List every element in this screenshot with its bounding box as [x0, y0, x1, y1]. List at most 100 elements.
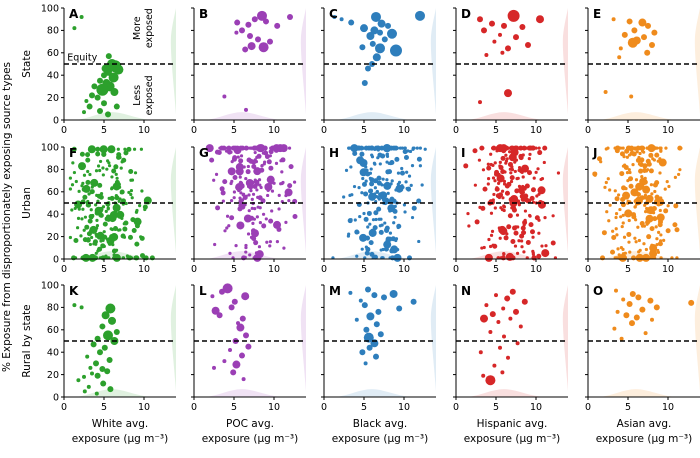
data-point	[363, 326, 370, 333]
data-point	[474, 219, 480, 225]
x-tick-label: 10	[398, 264, 410, 275]
data-point	[638, 168, 644, 174]
data-point	[371, 218, 376, 222]
data-point	[255, 215, 259, 219]
data-point	[68, 187, 72, 191]
panel-O: 0 5 10 O	[585, 284, 700, 413]
data-point	[370, 26, 379, 35]
data-point	[232, 190, 237, 194]
data-point	[221, 199, 225, 203]
data-point	[78, 162, 87, 171]
data-point	[374, 217, 378, 222]
data-point	[255, 155, 259, 159]
data-point	[637, 238, 641, 243]
data-point	[619, 215, 623, 219]
data-point	[603, 90, 608, 94]
data-point	[86, 199, 90, 204]
data-point	[103, 330, 113, 341]
data-point	[532, 176, 536, 180]
data-point	[522, 219, 528, 225]
data-point	[387, 204, 396, 213]
data-point	[89, 208, 93, 212]
data-point	[482, 245, 486, 250]
data-point	[643, 331, 648, 336]
data-point	[521, 230, 527, 236]
data-point	[518, 324, 523, 329]
data-point	[617, 55, 622, 60]
data-point	[391, 146, 395, 150]
data-point	[658, 171, 662, 175]
x-axis-title: White avg.	[92, 418, 149, 430]
data-point	[243, 332, 249, 339]
x-tick-label: 10	[398, 402, 410, 413]
data-point	[415, 10, 425, 21]
data-point	[82, 173, 87, 177]
data-point	[246, 232, 251, 236]
y-tick-label: 80	[47, 26, 59, 37]
data-point	[415, 146, 419, 150]
data-point	[210, 294, 215, 299]
data-point	[258, 145, 264, 151]
data-point	[220, 190, 226, 196]
data-point	[478, 350, 483, 355]
data-point	[618, 207, 622, 212]
data-point	[536, 167, 540, 171]
data-point	[113, 164, 119, 170]
data-point	[209, 157, 215, 163]
data-point	[133, 171, 138, 175]
data-point	[247, 42, 256, 51]
data-point	[237, 188, 241, 193]
data-point	[247, 33, 253, 39]
data-point	[502, 179, 507, 183]
y-density	[300, 8, 306, 115]
data-point	[608, 188, 612, 192]
data-point	[68, 235, 72, 240]
y-density	[430, 285, 436, 392]
data-point	[635, 191, 641, 197]
data-point	[625, 171, 630, 175]
data-point	[238, 181, 242, 186]
data-point	[651, 211, 656, 215]
data-point	[86, 202, 92, 208]
data-point	[79, 151, 85, 157]
data-point	[114, 248, 119, 252]
data-point	[119, 189, 125, 195]
panel-letter: N	[461, 284, 471, 298]
data-point	[255, 36, 261, 43]
data-point	[241, 193, 245, 197]
x-tick-label: 5	[231, 125, 237, 136]
data-point	[394, 237, 399, 241]
data-point	[275, 240, 280, 244]
data-point	[489, 211, 494, 215]
data-point	[651, 157, 655, 161]
data-point	[390, 44, 402, 57]
data-point	[486, 165, 492, 171]
y-density	[170, 147, 176, 254]
data-point	[614, 212, 619, 216]
data-point	[349, 165, 353, 169]
data-point	[501, 306, 506, 311]
data-point	[87, 145, 96, 154]
data-point	[282, 246, 286, 250]
data-point	[369, 251, 375, 257]
data-point	[678, 168, 682, 172]
data-point	[85, 179, 91, 185]
data-point	[111, 168, 117, 174]
data-point	[389, 197, 395, 203]
data-point	[369, 40, 376, 47]
data-point	[283, 146, 287, 150]
data-point	[87, 218, 93, 224]
data-point	[520, 239, 524, 243]
data-point	[488, 244, 493, 249]
data-point	[518, 189, 522, 193]
x-tick-label: 5	[101, 125, 107, 136]
data-point	[663, 187, 667, 191]
data-point	[644, 169, 649, 173]
data-point	[614, 215, 618, 220]
data-point	[101, 238, 105, 243]
data-point	[634, 178, 639, 182]
data-point	[257, 178, 262, 182]
data-point	[481, 168, 486, 172]
data-point	[212, 178, 216, 182]
data-point	[481, 146, 485, 150]
